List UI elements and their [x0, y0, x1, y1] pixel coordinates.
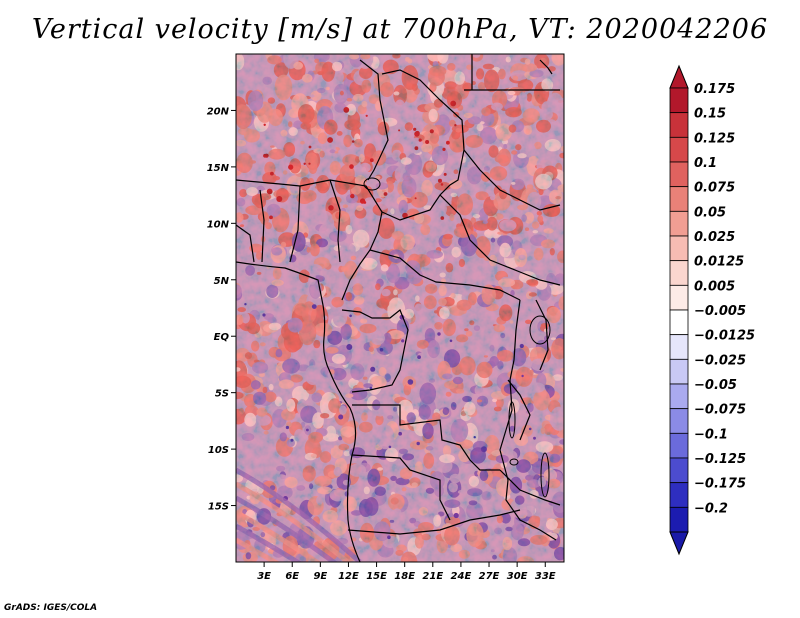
lon-tick-label: 33E	[535, 571, 556, 582]
grads-credit: GrADS: IGES/COLA	[4, 603, 98, 613]
colorbar-label: −0.005	[694, 304, 746, 319]
colorbar-label: −0.125	[694, 452, 746, 467]
colorbar-label: −0.0125	[694, 329, 755, 344]
colorbar-label: −0.1	[694, 427, 728, 442]
colorbar-swatch	[669, 358, 689, 385]
lon-tick-label: 9E	[313, 571, 327, 582]
lat-tick-label: 5N	[214, 276, 230, 287]
lon-tick-label: 30E	[507, 571, 528, 582]
colorbar-label: −0.2	[694, 501, 728, 516]
field-texture	[236, 54, 564, 562]
lat-tick-label: 10S	[208, 445, 229, 456]
colorbar-label: 0.025	[694, 230, 735, 245]
velocity-field	[236, 54, 564, 562]
lat-tick-label: 20N	[207, 106, 230, 117]
colorbar-swatch	[669, 161, 689, 188]
colorbar-label: 0.05	[694, 205, 726, 220]
lakes	[363, 177, 551, 498]
colorbar-label: 0.075	[694, 181, 735, 196]
colorbar-label: −0.05	[694, 378, 737, 393]
colorbar-label: −0.075	[694, 403, 746, 418]
country-borders	[236, 54, 561, 562]
colorbar-swatch	[669, 457, 689, 484]
colorbar-label: −0.025	[694, 353, 746, 368]
longitude-axis: 3E 6E 9E 12E 15E 18E 21E 24E 27E 30E 33E	[257, 562, 556, 582]
colorbar-swatch	[669, 210, 689, 237]
colorbar-swatch	[669, 186, 689, 212]
lon-tick-label: 3E	[257, 571, 271, 582]
colorbar-swatch	[669, 235, 689, 262]
lat-tick-label: 5S	[215, 389, 229, 400]
chart-title: Vertical velocity [m/s] at 700hPa, VT: 2…	[31, 14, 769, 45]
colorbar-top-arrow	[669, 64, 689, 89]
colorbar-swatch	[669, 284, 689, 311]
lon-tick-label: 18E	[394, 571, 415, 582]
colorbar-label: 0.0125	[694, 255, 744, 270]
colorbar-swatch	[669, 334, 689, 360]
colorbar-swatch	[669, 309, 689, 336]
lat-tick-label: 10N	[207, 219, 230, 230]
colorbar-swatch	[669, 112, 689, 138]
colorbar-label: 0.125	[694, 131, 735, 146]
colorbar-bottom-arrow	[669, 531, 689, 556]
colorbar-label: 0.005	[694, 279, 735, 294]
lon-tick-label: 24E	[451, 571, 472, 582]
lon-tick-label: 15E	[366, 571, 387, 582]
lon-tick-label: 6E	[285, 571, 299, 582]
colorbar-swatch	[669, 136, 689, 163]
colorbar-swatch	[669, 383, 689, 410]
lat-tick-label: 15S	[208, 502, 229, 513]
lon-tick-label: 21E	[422, 571, 443, 582]
colorbar-label: 0.1	[694, 156, 717, 171]
lon-tick-label: 12E	[338, 571, 359, 582]
plot-frame	[235, 53, 565, 563]
colorbar-label: −0.175	[694, 477, 746, 492]
lat-tick-label: EQ	[214, 332, 230, 343]
lon-tick-label: 27E	[479, 571, 500, 582]
colorbar: 0.175 0.15 0.125 0.1 0.075 0.05 0.025 0.0125 0.0…	[669, 64, 755, 556]
colorbar-swatch	[669, 260, 689, 286]
colorbar-swatch	[669, 87, 689, 114]
colorbar-label: 0.175	[694, 82, 735, 97]
colorbar-swatch	[669, 408, 689, 434]
colorbar-swatch	[669, 506, 689, 533]
colorbar-label: 0.15	[694, 107, 726, 122]
latitude-axis: 20N 15N 10N 5N EQ 5S 10S 15S	[207, 106, 236, 513]
colorbar-swatch	[669, 432, 689, 459]
colorbar-swatch	[669, 482, 689, 508]
lat-tick-label: 15N	[207, 163, 230, 174]
